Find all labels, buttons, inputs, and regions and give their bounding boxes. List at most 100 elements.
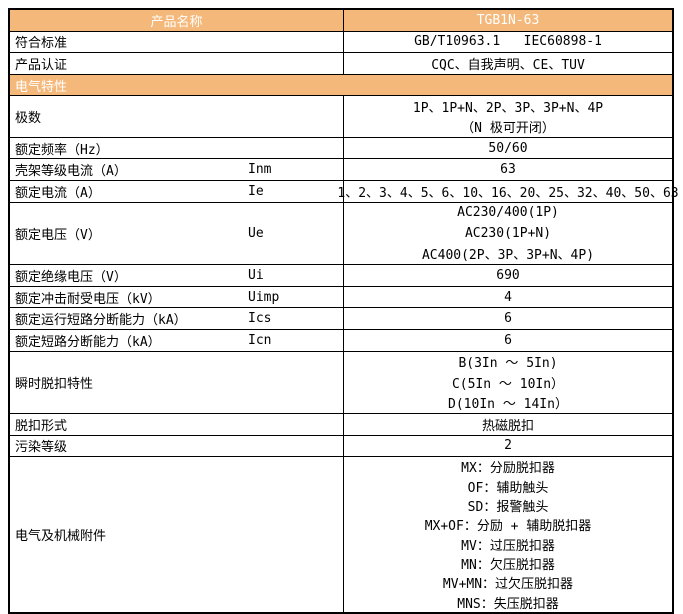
spec-value: MN：欠压脱扣器 xyxy=(461,557,555,573)
spec-value-cell: 2 xyxy=(344,436,672,457)
product-name-header-cell: 产品名称 xyxy=(10,10,344,31)
spec-label: 污染等级 xyxy=(15,440,68,456)
row-icn: 额定短路分断能力（kA） Icn 6 xyxy=(10,328,672,351)
spec-label: 额定绝缘电压（V） xyxy=(15,269,127,285)
spec-value: CQC、自我声明、CE、TUV xyxy=(431,57,585,73)
spec-value-cell: 6 xyxy=(344,330,672,351)
spec-value-cell: MX：分励脱扣器 OF：辅助触头 SD：报警触头 MX+OF：分励 + 辅助脱扣… xyxy=(344,457,672,612)
spec-label-cell: 产品认证 xyxy=(10,53,344,74)
spec-value: 4 xyxy=(504,289,512,305)
product-name-header: 产品名称 xyxy=(150,14,203,30)
spec-label-cell: 脱扣形式 xyxy=(10,414,344,435)
row-standards: 符合标准 GB/T10963.1 IEC60898-1 xyxy=(10,30,672,53)
spec-value: OF：辅助触头 xyxy=(467,480,549,496)
spec-symbol: Ue xyxy=(248,225,264,241)
row-trip-type: 脱扣形式 热磁脱扣 xyxy=(10,413,672,435)
spec-label: 脱扣形式 xyxy=(15,418,68,434)
spec-value: MX+OF：分励 + 辅助脱扣器 xyxy=(424,519,592,535)
section-header-electrical: 电气特性 xyxy=(10,73,672,96)
row-rated-frequency: 额定频率（Hz） 50/60 xyxy=(10,136,672,159)
spec-value: 热磁脱扣 xyxy=(481,418,534,434)
spec-value: AC230(1P+N) xyxy=(464,225,552,241)
spec-label-cell: 额定电压（V） Ue xyxy=(10,202,344,265)
spec-value: C(5In ～ 10In） xyxy=(451,376,565,392)
row-rated-current: 额定电流（A） Ie 1、2、3、4、5、6、10、16、20、25、32、40… xyxy=(10,180,679,202)
row-pollution-degree: 污染等级 2 xyxy=(10,434,672,457)
spec-value: D(10In ～ 14In） xyxy=(448,397,568,413)
spec-value: GB/T10963.1 IEC60898-1 xyxy=(414,34,602,50)
spec-label: 产品认证 xyxy=(15,57,68,73)
spec-label: 额定运行短路分断能力（kA） xyxy=(15,313,187,329)
spec-label-cell: 额定冲击耐受电压（kV） Uimp xyxy=(10,286,344,308)
spec-label-cell: 额定短路分断能力（kA） Icn xyxy=(10,329,344,351)
spec-symbol: Inm xyxy=(248,162,272,178)
row-accessories: 电气及机械附件 MX：分励脱扣器 OF：辅助触头 SD：报警触头 MX+OF：分… xyxy=(10,456,672,612)
spec-label: 电气及机械附件 xyxy=(15,528,107,544)
spec-label-cell: 符合标准 xyxy=(10,31,344,53)
spec-value: AC400(2P、3P、3P+N、4P) xyxy=(421,248,595,264)
spec-value: MV：过压脱扣器 xyxy=(461,538,555,554)
spec-label: 额定冲击耐受电压（kV） xyxy=(15,291,161,307)
spec-symbol: Uimp xyxy=(248,289,280,305)
spec-value: AC230/400(1P) xyxy=(457,205,559,221)
row-impulse-voltage: 额定冲击耐受电压（kV） Uimp 4 xyxy=(10,285,672,308)
spec-value: （N 极可开闭） xyxy=(461,121,555,137)
product-model: TGB1N-63 xyxy=(476,12,540,28)
spec-value-cell: AC230/400(1P) AC230(1P+N) AC400(2P、3P、3P… xyxy=(344,203,672,265)
spec-label: 额定电压（V） xyxy=(15,227,101,243)
spec-symbol: Ui xyxy=(248,267,264,283)
spec-value-cell: 1P、1P+N、2P、3P、3P+N、4P （N 极可开闭） xyxy=(344,96,672,137)
spec-label-cell: 额定绝缘电压（V） Ui xyxy=(10,265,344,286)
spec-value: MNS：失压脱扣器 xyxy=(457,596,559,612)
row-instant-trip: 瞬时脱扣特性 B(3In ～ 5In) C(5In ～ 10In） D(10In… xyxy=(10,350,672,414)
row-frame-current: 壳架等级电流（A） Inm 63 xyxy=(10,158,672,181)
spec-value: MV+MN：过欠压脱扣器 xyxy=(442,577,574,593)
spec-label-cell: 额定频率（Hz） xyxy=(10,137,344,159)
spec-value: 6 xyxy=(504,311,512,327)
spec-value: 2 xyxy=(504,438,512,454)
spec-symbol: Ics xyxy=(248,311,272,327)
product-spec-table: 产品名称 TGB1N-63 符合标准 GB/T10963.1 IEC60898-… xyxy=(8,8,679,614)
spec-label: 额定频率（Hz） xyxy=(15,142,109,158)
spec-value-cell: 1、2、3、4、5、6、10、16、20、25、32、40、50、63 xyxy=(337,181,679,202)
spec-value-cell: B(3In ～ 5In) C(5In ～ 10In） D(10In ～ 14In… xyxy=(344,352,672,414)
spec-label: 额定短路分断能力（kA） xyxy=(15,334,161,350)
spec-label: 壳架等级电流（A） xyxy=(15,164,127,180)
spec-label: 极数 xyxy=(15,111,42,127)
spec-value-cell: 690 xyxy=(344,265,672,286)
section-header-label: 电气特性 xyxy=(15,79,68,95)
spec-value: B(3In ～ 5In) xyxy=(458,356,558,372)
spec-symbol: Ie xyxy=(248,183,264,199)
spec-symbol: Icn xyxy=(248,332,272,348)
row-insulation-voltage: 额定绝缘电压（V） Ui 690 xyxy=(10,264,672,286)
spec-value-cell: 63 xyxy=(344,159,672,180)
spec-label-cell: 污染等级 xyxy=(10,435,344,457)
spec-value: MX：分励脱扣器 xyxy=(461,461,555,477)
spec-label-cell: 瞬时脱扣特性 xyxy=(10,351,344,414)
spec-value-cell: 50/60 xyxy=(344,138,672,159)
row-ics: 额定运行短路分断能力（kA） Ics 6 xyxy=(10,307,672,329)
spec-value-cell: 4 xyxy=(344,287,672,308)
spec-label: 符合标准 xyxy=(15,36,68,52)
spec-value: 6 xyxy=(504,332,512,348)
spec-value-cell: 热磁脱扣 xyxy=(344,414,672,435)
spec-value: 50/60 xyxy=(488,140,528,156)
spec-value: 1P、1P+N、2P、3P、3P+N、4P xyxy=(412,101,604,116)
spec-value-cell: 6 xyxy=(344,308,672,329)
product-model-header-cell: TGB1N-63 xyxy=(344,10,672,31)
spec-value-cell: CQC、自我声明、CE、TUV xyxy=(344,53,672,74)
spec-value-cell: GB/T10963.1 IEC60898-1 xyxy=(344,32,672,53)
spec-label-cell: 额定电流（A） Ie xyxy=(10,181,344,202)
spec-label-cell: 电气及机械附件 xyxy=(10,457,344,612)
spec-label: 额定电流（A） xyxy=(15,185,101,201)
table-header-row: 产品名称 TGB1N-63 xyxy=(10,10,672,31)
row-poles: 极数 1P、1P+N、2P、3P、3P+N、4P （N 极可开闭） xyxy=(10,95,672,137)
spec-value: SD：报警触头 xyxy=(467,500,549,515)
spec-label-cell: 额定运行短路分断能力（kA） Ics xyxy=(10,308,344,329)
row-certification: 产品认证 CQC、自我声明、CE、TUV xyxy=(10,52,672,74)
spec-value: 1、2、3、4、5、6、10、16、20、25、32、40、50、63 xyxy=(337,185,679,201)
row-rated-voltage: 额定电压（V） Ue AC230/400(1P) AC230(1P+N) AC4… xyxy=(10,201,672,265)
spec-value: 690 xyxy=(496,267,520,283)
spec-value: 63 xyxy=(500,162,516,178)
spec-label: 瞬时脱扣特性 xyxy=(15,376,94,392)
